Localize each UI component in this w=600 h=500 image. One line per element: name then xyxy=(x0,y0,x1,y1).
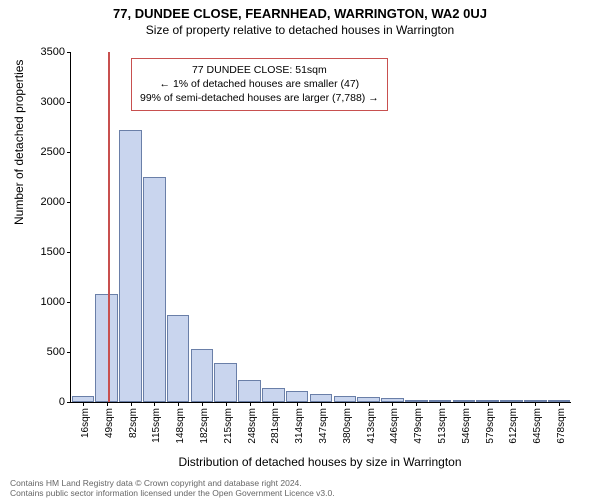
x-tick-mark xyxy=(226,402,227,406)
y-tick-label: 2000 xyxy=(31,196,65,208)
x-tick-mark xyxy=(202,402,203,406)
annotation-line: 99% of semi-detached houses are larger (… xyxy=(140,91,379,105)
x-tick-mark xyxy=(154,402,155,406)
histogram-bar xyxy=(286,391,309,402)
x-tick-label: 16sqm xyxy=(80,408,82,438)
x-tick-label: 579sqm xyxy=(485,408,487,444)
histogram-bar xyxy=(214,363,237,402)
x-tick-label: 479sqm xyxy=(413,408,415,444)
histogram-bar xyxy=(262,388,285,402)
x-tick-label: 148sqm xyxy=(175,408,177,444)
x-tick-label: 413sqm xyxy=(366,408,368,444)
annotation-box: 77 DUNDEE CLOSE: 51sqm← 1% of detached h… xyxy=(131,58,388,111)
histogram-bar xyxy=(167,315,190,402)
plot-region: 050010001500200025003000350016sqm49sqm82… xyxy=(70,52,571,403)
x-tick-mark xyxy=(535,402,536,406)
x-tick-label: 49sqm xyxy=(104,408,106,438)
footer-line-2: Contains public sector information licen… xyxy=(10,488,335,498)
x-tick-label: 546sqm xyxy=(461,408,463,444)
chart-area: 050010001500200025003000350016sqm49sqm82… xyxy=(70,52,570,402)
histogram-bar xyxy=(238,380,261,402)
x-tick-mark xyxy=(297,402,298,406)
x-tick-mark xyxy=(369,402,370,406)
x-tick-label: 281sqm xyxy=(270,408,272,444)
y-tick-mark xyxy=(67,152,71,153)
chart-title-2: Size of property relative to detached ho… xyxy=(0,21,600,37)
y-tick-mark xyxy=(67,102,71,103)
x-tick-label: 115sqm xyxy=(151,408,153,443)
y-tick-mark xyxy=(67,302,71,303)
x-tick-mark xyxy=(178,402,179,406)
chart-title-1: 77, DUNDEE CLOSE, FEARNHEAD, WARRINGTON,… xyxy=(0,0,600,21)
x-tick-label: 645sqm xyxy=(532,408,534,444)
x-tick-mark xyxy=(131,402,132,406)
x-tick-mark xyxy=(83,402,84,406)
histogram-bar xyxy=(191,349,214,402)
y-tick-mark xyxy=(67,52,71,53)
histogram-bar xyxy=(119,130,142,402)
y-tick-mark xyxy=(67,402,71,403)
annotation-line: ← 1% of detached houses are smaller (47) xyxy=(140,77,379,91)
y-axis-label: Number of detached properties xyxy=(12,60,26,225)
x-tick-mark xyxy=(464,402,465,406)
x-tick-mark xyxy=(511,402,512,406)
x-tick-label: 380sqm xyxy=(342,408,344,444)
y-tick-label: 1000 xyxy=(31,296,65,308)
x-tick-mark xyxy=(345,402,346,406)
histogram-bar xyxy=(143,177,166,402)
x-tick-label: 248sqm xyxy=(247,408,249,444)
x-tick-mark xyxy=(392,402,393,406)
x-tick-label: 314sqm xyxy=(294,408,296,444)
annotation-line: 77 DUNDEE CLOSE: 51sqm xyxy=(140,63,379,77)
histogram-bar xyxy=(95,294,118,402)
y-tick-mark xyxy=(67,202,71,203)
x-tick-label: 347sqm xyxy=(318,408,320,444)
x-tick-label: 215sqm xyxy=(223,408,225,444)
x-tick-label: 446sqm xyxy=(389,408,391,444)
y-tick-label: 500 xyxy=(31,346,65,358)
x-tick-mark xyxy=(416,402,417,406)
property-marker-line xyxy=(108,52,110,402)
x-tick-mark xyxy=(107,402,108,406)
x-tick-label: 82sqm xyxy=(128,408,130,438)
footer-attribution: Contains HM Land Registry data © Crown c… xyxy=(10,478,335,498)
x-axis-label: Distribution of detached houses by size … xyxy=(70,455,570,469)
y-tick-label: 1500 xyxy=(31,246,65,258)
x-tick-mark xyxy=(321,402,322,406)
x-tick-mark xyxy=(488,402,489,406)
x-tick-label: 612sqm xyxy=(508,408,510,444)
y-tick-label: 2500 xyxy=(31,146,65,158)
x-tick-mark xyxy=(273,402,274,406)
x-tick-label: 678sqm xyxy=(556,408,558,444)
y-tick-mark xyxy=(67,352,71,353)
histogram-bar xyxy=(310,394,333,403)
x-tick-mark xyxy=(250,402,251,406)
chart-container: 77, DUNDEE CLOSE, FEARNHEAD, WARRINGTON,… xyxy=(0,0,600,500)
x-tick-label: 182sqm xyxy=(199,408,201,444)
footer-line-1: Contains HM Land Registry data © Crown c… xyxy=(10,478,335,488)
x-tick-label: 513sqm xyxy=(437,408,439,444)
x-tick-mark xyxy=(440,402,441,406)
y-tick-label: 0 xyxy=(31,396,65,408)
y-tick-label: 3000 xyxy=(31,96,65,108)
y-tick-label: 3500 xyxy=(31,46,65,58)
x-tick-mark xyxy=(559,402,560,406)
y-tick-mark xyxy=(67,252,71,253)
